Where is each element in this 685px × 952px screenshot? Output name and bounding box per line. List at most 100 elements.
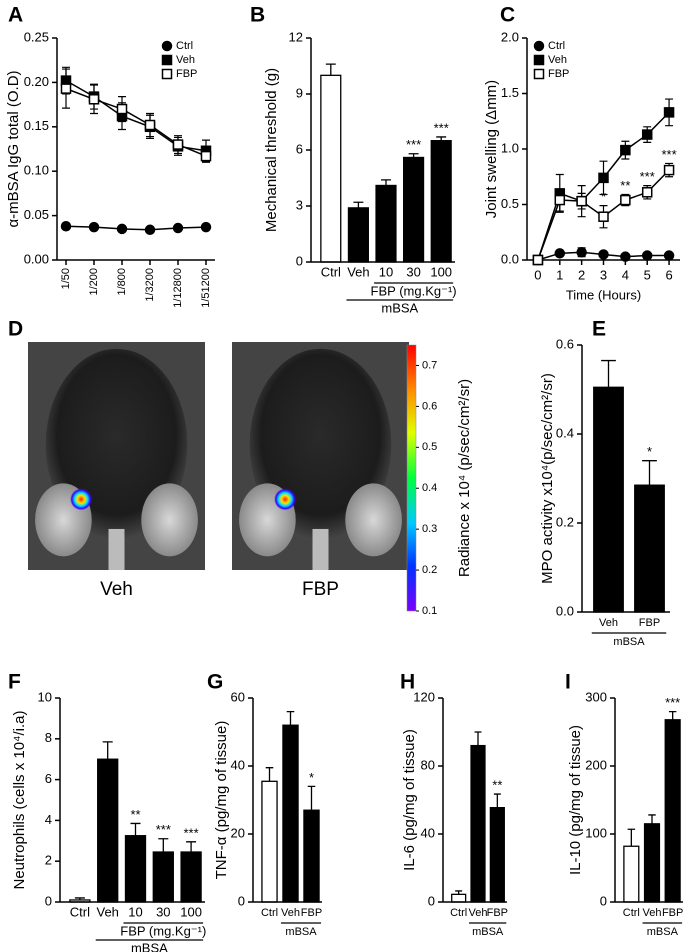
mouse-tail xyxy=(108,528,125,570)
image-caption: Veh xyxy=(100,579,133,600)
panel-letter: A xyxy=(8,4,23,27)
bar xyxy=(470,744,486,903)
x-tick-label: 2 xyxy=(578,267,585,282)
bar xyxy=(634,484,665,613)
y-tick-label: 6 xyxy=(296,141,303,156)
y-tick-label: 0 xyxy=(600,893,607,908)
error-bar xyxy=(186,841,197,853)
group-label: mBSA xyxy=(613,636,645,648)
y-tick-label: 40 xyxy=(231,757,245,772)
significance: ** xyxy=(130,807,140,822)
error-bar xyxy=(627,828,636,847)
x-tick-label: Veh xyxy=(599,617,618,629)
significance: ** xyxy=(492,777,502,792)
data-point xyxy=(598,211,609,222)
data-point xyxy=(641,250,653,261)
data-point xyxy=(88,221,100,233)
data-point xyxy=(620,144,631,156)
legend-label: FBP xyxy=(548,68,569,80)
group-label: FBP (mg.Kg⁻¹) xyxy=(120,923,206,938)
y-axis-label: IL-6 (pg/mg of tissue) xyxy=(401,729,418,871)
x-tick-label: Ctrl xyxy=(450,907,467,919)
data-point xyxy=(60,221,72,232)
data-point xyxy=(88,94,100,105)
significance: *** xyxy=(434,120,449,135)
y-tick-label: 0.25 xyxy=(24,29,49,44)
y-axis-label: α-mBSA IgG total (O.D) xyxy=(5,70,22,227)
y-tick-label: 0.5 xyxy=(501,196,519,211)
panel-letter: H xyxy=(400,671,415,694)
data-point xyxy=(663,107,675,118)
y-tick-label: 1.5 xyxy=(501,85,519,100)
group-label: mBSA xyxy=(285,926,317,938)
data-point xyxy=(116,103,128,115)
bar xyxy=(347,207,369,263)
colorbar-tick-label: 0.1 xyxy=(422,605,437,617)
colorbar-tick-label: 0.7 xyxy=(422,359,437,371)
mouse-tail xyxy=(312,528,329,570)
x-tick-label: FBP xyxy=(639,617,660,629)
x-tick-label: Veh xyxy=(281,907,300,919)
x-tick-label: Ctrl xyxy=(623,907,640,919)
data-point xyxy=(200,221,212,233)
series-line xyxy=(65,79,207,152)
group-label: mBSA xyxy=(381,300,418,315)
y-tick-label: 0 xyxy=(45,893,52,908)
bar xyxy=(124,835,147,903)
x-tick-label: Ctrl xyxy=(70,904,90,919)
legend-label: Veh xyxy=(176,54,195,66)
error-bar xyxy=(381,179,391,186)
bar xyxy=(403,156,425,263)
y-tick-label: 40 xyxy=(421,825,435,840)
y-tick-label: 2.0 xyxy=(501,29,519,44)
error-bar xyxy=(102,741,113,760)
error-bar xyxy=(493,793,501,808)
error-bar xyxy=(601,359,616,388)
x-tick-label: 1/50 xyxy=(60,268,72,289)
x-tick-label: 100 xyxy=(180,904,202,919)
x-tick-label: 1/51200 xyxy=(200,268,212,308)
significance: ** xyxy=(620,178,630,193)
y-axis-label: Mechanical threshold (g) xyxy=(263,68,280,232)
x-tick-label: FBP xyxy=(487,907,508,919)
y-tick-label: 0.05 xyxy=(24,207,49,222)
x-tick-label: 10 xyxy=(379,264,393,279)
x-tick-label: Veh xyxy=(643,907,662,919)
legend-marker xyxy=(533,68,545,80)
error-bar xyxy=(474,731,482,746)
data-point xyxy=(200,150,212,162)
y-tick-label: 0.4 xyxy=(556,425,574,440)
bar xyxy=(664,719,681,903)
significance: * xyxy=(309,770,314,785)
y-tick-label: 4 xyxy=(45,812,52,827)
signal-spot xyxy=(274,488,297,511)
x-tick-label: FBP xyxy=(662,907,683,919)
x-tick-label: 1/12800 xyxy=(172,268,184,308)
error-bar xyxy=(668,710,677,720)
error-bar xyxy=(265,767,274,782)
x-tick-label: 6 xyxy=(665,267,672,282)
bar xyxy=(303,809,320,903)
x-axis-label: Time (Hours) xyxy=(566,287,641,302)
x-tick-label: 1/800 xyxy=(116,268,128,296)
error-bar xyxy=(642,460,657,486)
colorbar-label: Radiance x 10⁴ (p/sec/cm²/sr) xyxy=(456,379,473,577)
y-tick-label: 0.6 xyxy=(556,336,574,351)
colorbar-tick-label: 0.5 xyxy=(422,441,437,453)
group-label: FBP (mg.Kg⁻¹) xyxy=(371,283,457,298)
data-point xyxy=(554,248,566,259)
data-point xyxy=(554,194,566,206)
y-axis-label: Joint swelling (Δmm) xyxy=(483,80,500,218)
panel-letter: C xyxy=(500,4,515,27)
data-point xyxy=(641,129,653,140)
data-point xyxy=(663,164,675,176)
bar xyxy=(489,807,505,903)
data-point xyxy=(116,223,128,235)
data-point xyxy=(532,254,544,266)
y-tick-label: 200 xyxy=(585,757,607,772)
panel-letter: F xyxy=(8,671,21,694)
bar xyxy=(623,845,640,903)
data-point xyxy=(620,251,631,262)
group-label: mBSA xyxy=(131,940,168,952)
